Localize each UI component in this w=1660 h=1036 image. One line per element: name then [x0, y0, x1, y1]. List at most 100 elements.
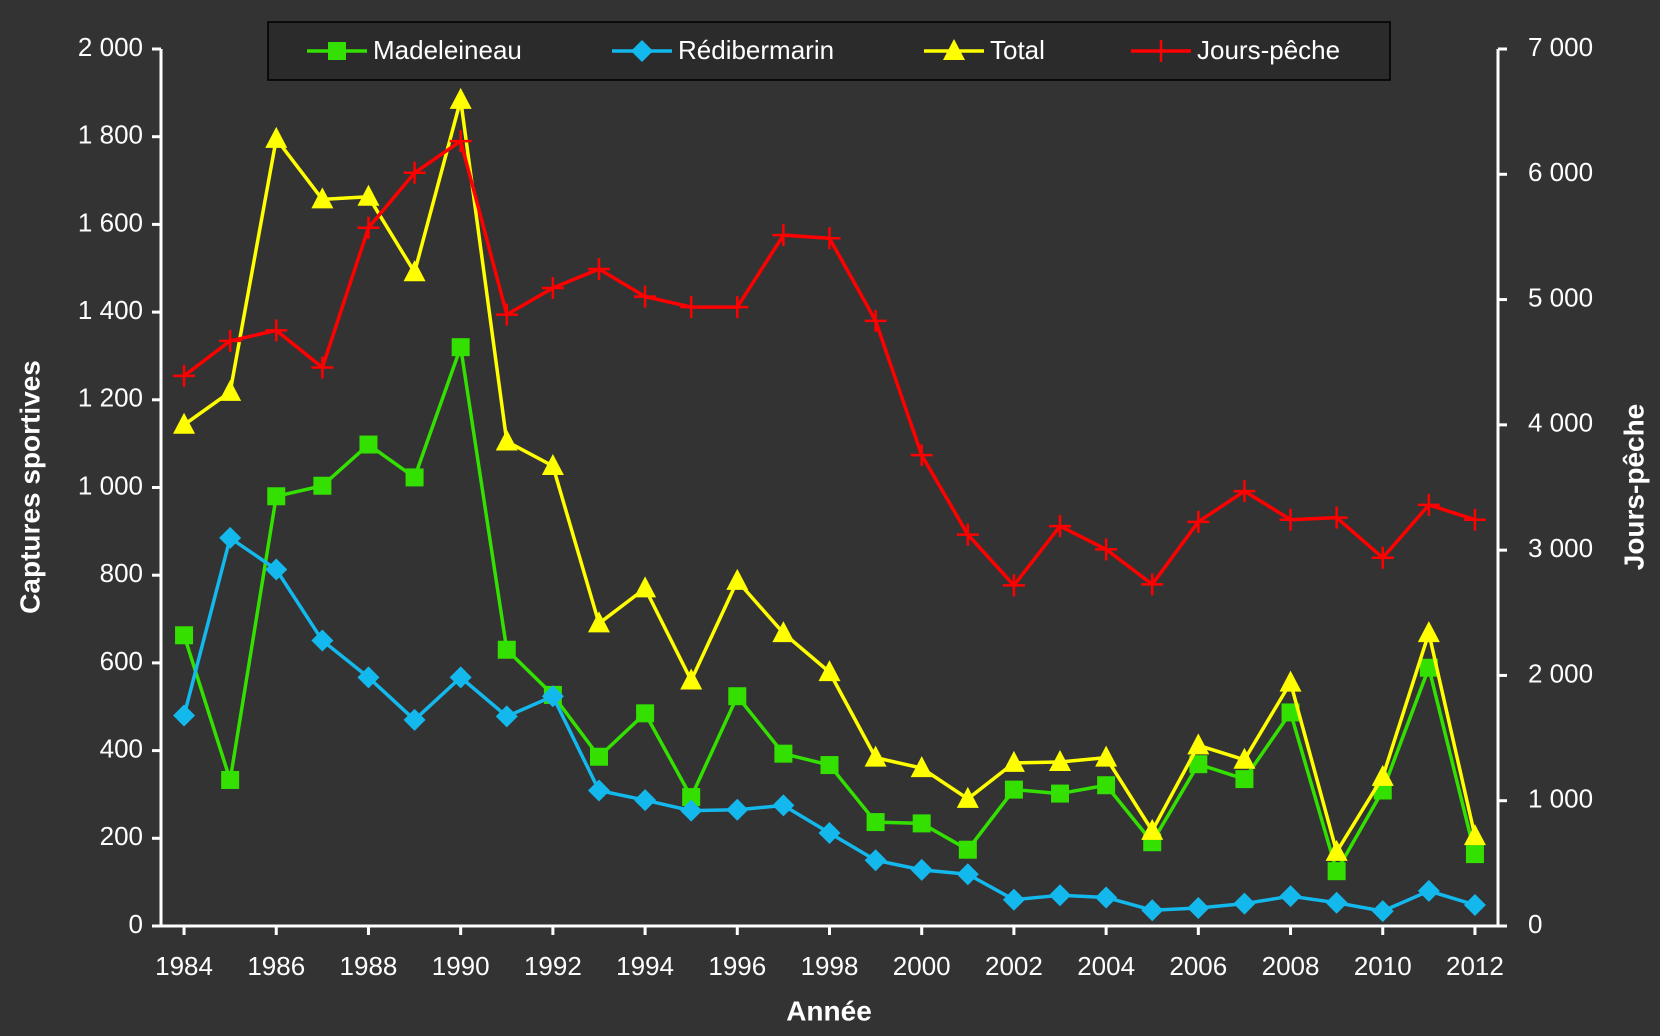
x-tick-label: 1996 — [708, 951, 766, 981]
data-point — [173, 704, 196, 727]
y-tick-label: 1 400 — [78, 295, 143, 325]
data-point — [403, 161, 426, 184]
data-point — [449, 666, 472, 689]
data-point — [403, 260, 426, 282]
data-point — [864, 309, 887, 332]
y-tick-label: 1 600 — [78, 207, 143, 237]
data-point — [267, 487, 286, 506]
y-tick-label: 1 000 — [78, 470, 143, 500]
x-tick-label: 1990 — [432, 951, 490, 981]
data-point — [636, 704, 655, 723]
legend-label: Total — [990, 35, 1045, 65]
data-point — [772, 224, 795, 247]
data-point — [818, 660, 841, 682]
data-point — [1233, 480, 1256, 503]
data-point — [1002, 750, 1025, 772]
data-point — [634, 285, 657, 308]
data-point — [1189, 755, 1208, 774]
data-point — [1004, 780, 1023, 799]
x-tick-label: 1992 — [524, 951, 582, 981]
data-point — [311, 356, 334, 379]
x-tick-label: 2002 — [985, 951, 1043, 981]
data-point — [449, 130, 472, 153]
data-point — [357, 666, 380, 689]
y-tick-label: 600 — [100, 646, 143, 676]
data-point — [219, 379, 242, 401]
x-tick-label: 2006 — [1169, 951, 1227, 981]
data-point — [173, 412, 196, 434]
x-tick-label: 1986 — [247, 951, 305, 981]
data-point — [219, 526, 242, 549]
data-point — [1141, 899, 1164, 922]
x-tick-label: 2010 — [1354, 951, 1412, 981]
x-tick-label: 1998 — [801, 951, 859, 981]
data-point — [1279, 670, 1302, 692]
y2-tick-label: 2 000 — [1528, 658, 1593, 688]
x-tick-label: 2012 — [1446, 951, 1504, 981]
data-point — [680, 668, 703, 690]
data-point — [1187, 510, 1210, 533]
data-point — [221, 770, 240, 789]
x-tick-label: 1984 — [155, 951, 213, 981]
data-point — [682, 788, 701, 807]
data-point — [1419, 658, 1438, 677]
data-point — [359, 435, 378, 454]
y2-tick-label: 4 000 — [1528, 408, 1593, 438]
data-point — [1141, 573, 1164, 596]
data-point — [541, 454, 564, 476]
data-point — [774, 744, 793, 763]
y-axis-label: Captures sportives — [14, 360, 45, 614]
data-point — [680, 799, 703, 822]
data-point — [495, 429, 518, 451]
data-point — [772, 621, 795, 643]
data-point — [1002, 888, 1025, 911]
data-point — [1463, 824, 1486, 846]
data-point — [634, 789, 657, 812]
data-point — [1097, 776, 1116, 795]
data-point — [587, 611, 610, 633]
data-point — [1095, 886, 1118, 909]
legend-box — [267, 21, 1391, 81]
data-point — [173, 364, 196, 387]
y2-tick-label: 0 — [1528, 909, 1542, 939]
data-point — [1187, 897, 1210, 920]
data-point — [1371, 764, 1394, 786]
data-point — [1279, 885, 1302, 908]
data-point — [1463, 508, 1486, 531]
data-point — [1325, 506, 1348, 529]
legend-label: Rédibermarin — [678, 35, 834, 65]
data-point — [820, 756, 839, 775]
data-point — [1051, 784, 1070, 803]
data-point — [1233, 747, 1256, 769]
data-point — [311, 629, 334, 652]
data-point — [1279, 508, 1302, 531]
data-point — [1049, 750, 1072, 772]
data-point — [495, 303, 518, 326]
y-tick-label: 400 — [100, 733, 143, 763]
y2-tick-label: 6 000 — [1528, 157, 1593, 187]
data-point — [1325, 839, 1348, 861]
y-tick-label: 200 — [100, 821, 143, 851]
legend-label: Jours-pêche — [1197, 35, 1340, 65]
x-tick-label: 2004 — [1077, 951, 1135, 981]
y2-tick-label: 7 000 — [1528, 32, 1593, 62]
data-point — [728, 687, 747, 706]
data-point — [866, 813, 885, 832]
data-point — [1465, 845, 1484, 864]
data-point — [405, 468, 424, 487]
data-point — [1095, 538, 1118, 561]
data-point — [864, 849, 887, 872]
data-point — [958, 840, 977, 859]
data-point — [910, 756, 933, 778]
data-point — [910, 858, 933, 881]
data-point — [726, 798, 749, 821]
legend-label: Madeleineau — [373, 35, 522, 65]
data-point — [1327, 862, 1346, 881]
data-point — [175, 626, 194, 645]
data-point — [818, 227, 841, 250]
data-point — [912, 814, 931, 833]
legend-marker — [1150, 40, 1172, 62]
y2-axis-label: Jours-pêche — [1618, 404, 1649, 571]
